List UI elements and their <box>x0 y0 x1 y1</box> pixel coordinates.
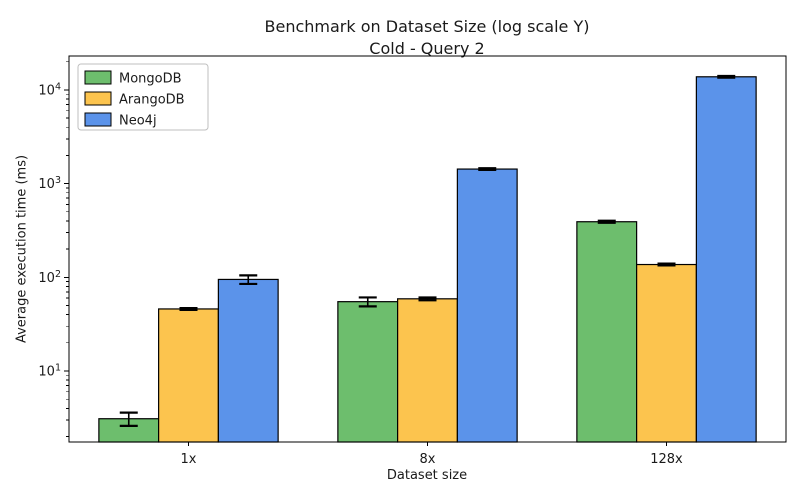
bar-neo4j-128x <box>695 76 757 443</box>
legend-label-mongodb: MongoDB <box>119 72 182 87</box>
y-tick-label: 102 <box>38 269 61 286</box>
bar-mongodb-8x <box>337 301 399 443</box>
bar-mongodb-128x <box>576 221 638 443</box>
bar-neo4j-8x <box>456 168 518 443</box>
bar-arangodb-8x <box>397 298 458 443</box>
chart-subtitle: Cold - Query 2 <box>369 39 485 58</box>
legend-swatch-arangodb <box>84 91 112 106</box>
x-tick-label: 128x <box>650 452 683 467</box>
y-tick-label: 101 <box>38 363 61 380</box>
x-tick-label: 1x <box>181 452 197 467</box>
legend-label-neo4j: Neo4j <box>119 114 157 129</box>
legend-swatch-mongodb <box>84 70 112 85</box>
y-tick-label: 103 <box>38 175 61 192</box>
legend-label-arangodb: ArangoDB <box>119 93 185 108</box>
legend: MongoDB ArangoDB Neo4j <box>77 63 209 131</box>
x-axis-label: Dataset size <box>386 468 468 483</box>
bar-arangodb-1x <box>158 308 219 443</box>
bar-arangodb-128x <box>636 263 697 443</box>
chart-title: Benchmark on Dataset Size (log scale Y) <box>264 17 590 36</box>
x-tick-label: 8x <box>420 452 436 467</box>
legend-swatch-neo4j <box>84 112 112 127</box>
bar-neo4j-1x <box>217 278 279 443</box>
y-tick-label: 104 <box>38 81 61 98</box>
